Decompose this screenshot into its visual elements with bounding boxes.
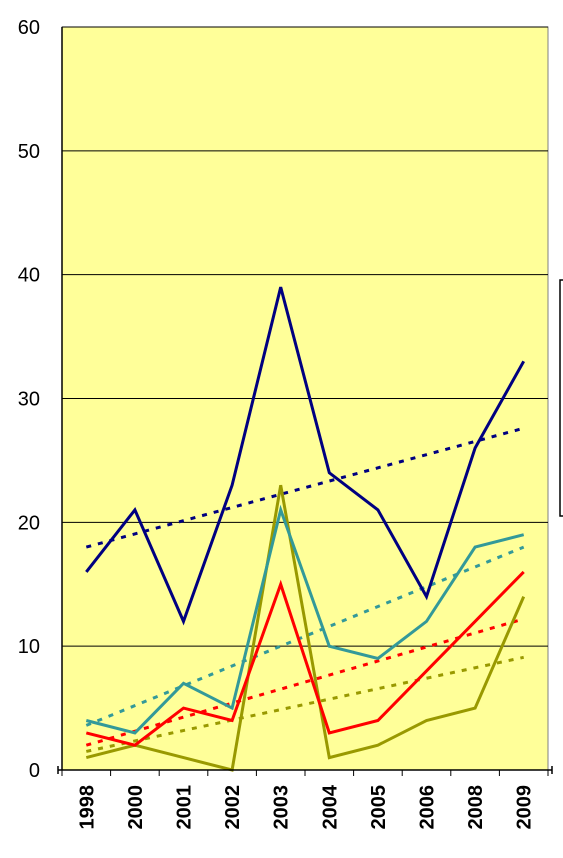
series-line-1	[85, 286, 526, 626]
y-tick-label: 30	[18, 389, 40, 411]
x-tick-label: 2001	[174, 785, 196, 830]
x-tick-label: 2000	[125, 785, 147, 830]
axes	[57, 27, 553, 776]
x-tick-label: 2002	[222, 785, 244, 830]
trendline-4	[85, 655, 525, 753]
series-line-4	[85, 484, 526, 772]
trendlines	[85, 426, 525, 753]
x-tick-label: 2004	[319, 784, 341, 829]
trendline-3	[85, 617, 525, 747]
series-lines	[85, 286, 526, 772]
x-tick-label: 2005	[368, 785, 390, 830]
x-tick-label: 1998	[76, 785, 98, 830]
x-tick-label: 2008	[465, 785, 487, 830]
y-tick-label: 50	[18, 141, 40, 163]
series-line-2	[85, 504, 525, 735]
y-tick-label: 0	[29, 760, 40, 782]
y-tick-label: 10	[18, 636, 40, 658]
x-tick-label: 2003	[271, 785, 293, 830]
y-tick-label: 40	[18, 265, 40, 287]
gridlines	[62, 26, 548, 647]
trendline-1	[85, 426, 525, 549]
x-tick-label: 2006	[417, 785, 439, 830]
y-tick-label: 20	[18, 512, 40, 534]
x-axis-ticks: 1998 2000 2001 2002 2003 2004 2005 2006 2008 2009	[76, 784, 535, 829]
x-tick-label: 2009	[514, 785, 536, 830]
legend-frame-partial	[559, 279, 563, 517]
series-line-3	[85, 570, 525, 747]
y-axis-ticks: 0 10 20 30 40 50 60	[18, 17, 40, 782]
y-tick-label: 60	[18, 17, 40, 39]
